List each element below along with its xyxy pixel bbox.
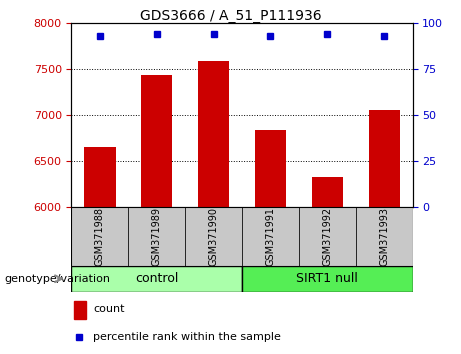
Bar [141, 75, 172, 207]
Text: GSM371989: GSM371989 [152, 207, 162, 266]
Bar [242, 207, 299, 266]
Text: count: count [93, 304, 124, 314]
Bar [185, 207, 242, 266]
Text: GSM371988: GSM371988 [95, 207, 105, 266]
Bar [84, 147, 116, 207]
Bar [312, 177, 343, 207]
Text: percentile rank within the sample: percentile rank within the sample [93, 332, 281, 342]
Bar [128, 207, 185, 266]
Bar [242, 266, 413, 292]
Bar [198, 61, 229, 207]
Bar [356, 207, 413, 266]
Text: control: control [135, 272, 178, 285]
Text: SIRT1 null: SIRT1 null [296, 272, 358, 285]
Bar [255, 130, 286, 207]
Bar [299, 207, 356, 266]
Text: GSM371991: GSM371991 [266, 207, 276, 266]
Text: GSM371990: GSM371990 [208, 207, 219, 266]
Text: genotype/variation: genotype/variation [5, 274, 111, 284]
Bar [368, 110, 400, 207]
Text: GDS3666 / A_51_P111936: GDS3666 / A_51_P111936 [140, 9, 321, 23]
Text: GSM371993: GSM371993 [379, 207, 389, 266]
Text: GSM371992: GSM371992 [322, 207, 332, 266]
Bar [71, 207, 128, 266]
Bar [71, 266, 242, 292]
Bar [74, 301, 86, 319]
